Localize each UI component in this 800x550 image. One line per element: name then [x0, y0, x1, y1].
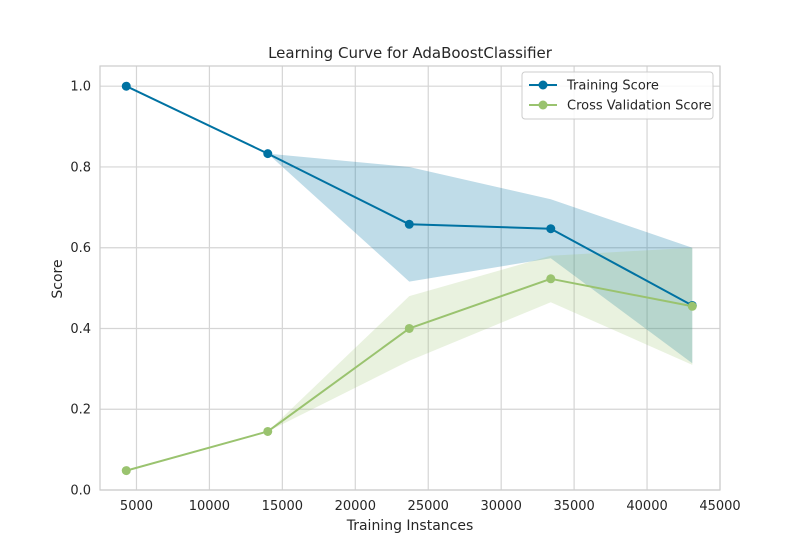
confidence-band-1: [126, 247, 693, 471]
x-tick-label: 30000: [480, 499, 521, 514]
x-tick-label: 40000: [626, 499, 667, 514]
y-tick-label: 0.2: [70, 403, 91, 418]
plot-frame: [99, 65, 721, 491]
plot-background: [100, 66, 720, 490]
y-axis-title: Score: [50, 259, 66, 298]
x-tick-label: 35000: [553, 499, 594, 514]
x-tick-label: 20000: [335, 499, 376, 514]
data-point-0: [263, 149, 273, 159]
legend-marker-training: [538, 80, 548, 90]
y-tick-label: 0.4: [70, 322, 91, 337]
x-tick-label: 10000: [189, 499, 230, 514]
x-tick-label: 45000: [699, 499, 740, 514]
x-tick-label: 15000: [262, 499, 303, 514]
y-tick-label: 1.0: [70, 80, 91, 95]
x-axis-title: Training Instances: [346, 518, 474, 534]
series-points: [121, 81, 697, 476]
y-tick-label: 0.6: [70, 241, 91, 256]
data-point-0: [546, 224, 556, 234]
legend-marker-cross-validation: [538, 100, 548, 110]
data-point-1: [404, 323, 414, 333]
x-tick-label: 5000: [120, 499, 153, 514]
data-point-0: [121, 81, 131, 91]
y-tick-label: 0.8: [70, 160, 91, 175]
data-point-1: [263, 426, 273, 436]
chart-title: Learning Curve for AdaBoostClassifier: [268, 44, 553, 62]
x-tick-label: 25000: [408, 499, 449, 514]
data-point-1: [121, 466, 131, 476]
y-tick-label: 0.0: [70, 484, 91, 499]
legend: Training Score Cross Validation Score: [521, 71, 714, 120]
data-point-1: [546, 274, 556, 284]
x-tick-labels: 5000 10000 15000 20000 25000 30000 35000 40000 4…: [120, 499, 741, 514]
data-point-1: [687, 301, 697, 311]
data-point-0: [404, 219, 414, 229]
legend-box: [521, 71, 714, 120]
legend-label-training: Training Score: [566, 79, 659, 94]
y-tick-labels: 0.0 0.2 0.4 0.6 0.8 1.0: [70, 80, 91, 499]
legend-label-cross-validation: Cross Validation Score: [567, 99, 712, 114]
